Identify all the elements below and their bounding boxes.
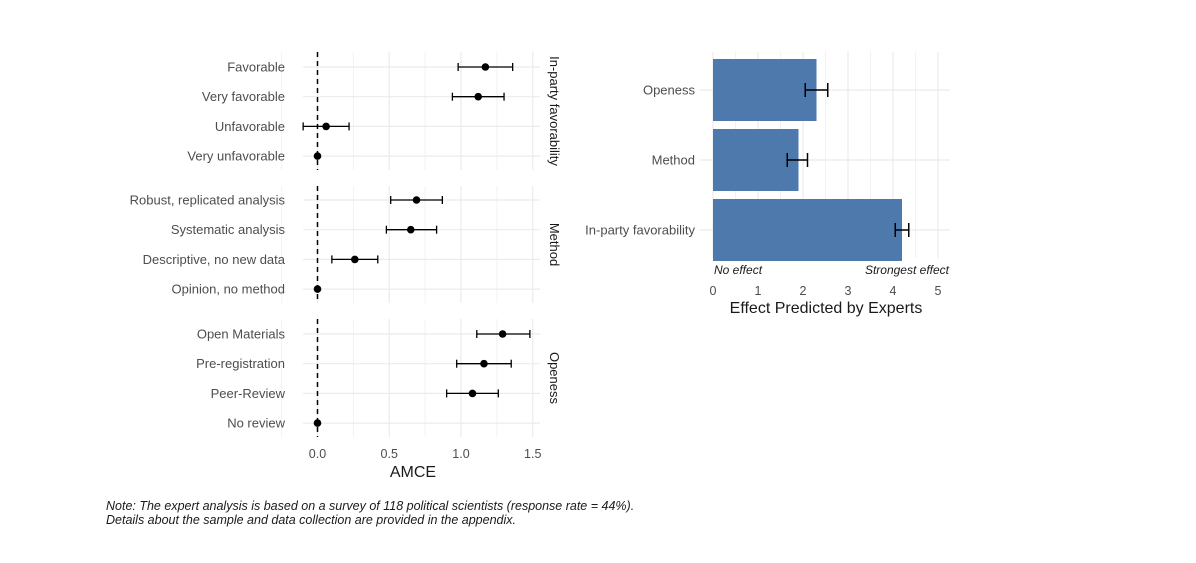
- estimate-point: [313, 419, 322, 427]
- category-tick-label: Very unfavorable: [187, 149, 285, 164]
- x-tick-label: 1.0: [452, 447, 469, 461]
- category-tick-label: Peer-Review: [211, 386, 286, 401]
- estimate-point: [351, 255, 359, 264]
- x-tick-label: 0: [710, 284, 717, 298]
- x-tick-label: 0.5: [381, 447, 398, 461]
- bar: [713, 59, 817, 121]
- facet-strip-label: Method: [547, 223, 562, 266]
- x-tick-label: 1.5: [524, 447, 541, 461]
- facet-strip-label: In-party favorability: [547, 56, 562, 166]
- estimate-point: [481, 63, 490, 71]
- category-tick-label: Systematic analysis: [171, 222, 286, 237]
- x-axis-title: AMCE: [390, 464, 436, 481]
- note-line-1: Note: The expert analysis is based on a …: [106, 499, 635, 513]
- note-line-2: Details about the sample and data collec…: [106, 513, 516, 527]
- x-tick-label: 3: [845, 284, 852, 298]
- category-tick-label: Very favorable: [202, 89, 285, 104]
- estimate-point: [313, 152, 322, 160]
- x-axis-title: Effect Predicted by Experts: [730, 300, 923, 317]
- category-tick-label: Pre-registration: [196, 356, 285, 371]
- category-tick-label: Favorable: [227, 60, 285, 75]
- category-tick-label: Method: [652, 153, 695, 168]
- estimate-point: [474, 92, 483, 101]
- expert-effect-bar-chart: Openess Method In-party favorability No eff…: [585, 52, 950, 317]
- estimate-point: [498, 330, 507, 338]
- category-tick-label: Unfavorable: [215, 119, 285, 134]
- x-tick-label: 1: [755, 284, 762, 298]
- estimate-point: [412, 196, 421, 204]
- scale-annotation-right: Strongest effect: [865, 263, 950, 277]
- bar: [713, 129, 799, 191]
- figure-note: Note: The expert analysis is based on a …: [106, 499, 634, 527]
- amce-coefficient-plot: Favorable Very favorable Unfavorable Very u…: [130, 52, 562, 481]
- estimate-point: [322, 122, 330, 131]
- facet-strip-label: Openess: [547, 352, 562, 405]
- estimate-point: [480, 359, 488, 368]
- category-tick-label: Descriptive, no new data: [143, 252, 286, 267]
- x-tick-label: 2: [800, 284, 807, 298]
- category-tick-label: No review: [227, 416, 285, 431]
- estimate-point: [406, 225, 415, 234]
- x-tick-label: 0.0: [309, 447, 326, 461]
- category-tick-label: In-party favorability: [585, 223, 695, 238]
- estimate-point: [313, 285, 322, 293]
- x-tick-label: 4: [890, 284, 897, 298]
- x-tick-label: 5: [935, 284, 942, 298]
- estimate-point: [468, 389, 477, 398]
- bar: [713, 199, 902, 261]
- category-tick-label: Openess: [643, 83, 696, 98]
- category-tick-label: Open Materials: [197, 327, 286, 342]
- category-tick-label: Opinion, no method: [172, 282, 285, 297]
- scale-annotation-left: No effect: [714, 263, 763, 277]
- category-tick-label: Robust, replicated analysis: [130, 193, 286, 208]
